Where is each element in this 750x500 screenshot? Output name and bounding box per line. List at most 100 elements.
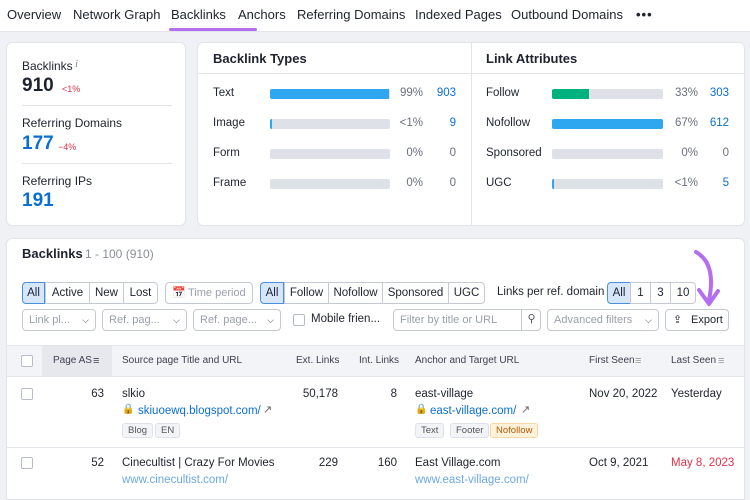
filter-type-new[interactable]: New bbox=[89, 282, 124, 304]
first-seen-value: Oct 9, 2021 bbox=[589, 457, 649, 469]
filter-attr-sponsored[interactable]: Sponsored bbox=[382, 282, 449, 304]
row-label: UGC bbox=[486, 177, 512, 189]
annotation-arrow-icon bbox=[694, 250, 720, 306]
tab-outbound-domains[interactable]: Outbound Domains bbox=[511, 7, 624, 22]
target-url-link[interactable]: east-village.com/ bbox=[430, 405, 517, 417]
row-count: 0 bbox=[722, 147, 729, 159]
more-tabs-icon[interactable]: ••• bbox=[636, 7, 653, 22]
sort-icon[interactable]: ≡ bbox=[93, 355, 100, 367]
per-domain-3[interactable]: 3 bbox=[650, 282, 671, 304]
referring-domains-label: Referring Domains bbox=[22, 116, 123, 130]
col-last-seen[interactable]: Last Seen bbox=[671, 355, 717, 366]
row-checkbox[interactable] bbox=[21, 388, 33, 400]
search-placeholder: Filter by title or URL bbox=[400, 314, 498, 326]
col-source-page[interactable]: Source page Title and URL bbox=[122, 355, 243, 366]
col-anchor-target[interactable]: Anchor and Target URL bbox=[415, 355, 520, 366]
referring-domains-value[interactable]: 177 bbox=[22, 133, 54, 154]
time-period-picker[interactable]: 📅 Time period bbox=[165, 282, 253, 304]
tab-backlinks[interactable]: Backlinks bbox=[171, 7, 226, 22]
progress-bar bbox=[552, 119, 663, 129]
filter-type-active[interactable]: Active bbox=[45, 282, 90, 304]
row-percent: <1% bbox=[674, 177, 698, 189]
row-count[interactable]: 612 bbox=[709, 117, 729, 129]
mobile-friendly-label: Mobile frien... bbox=[311, 313, 381, 325]
tab-referring-domains[interactable]: Referring Domains bbox=[297, 7, 406, 22]
referring-ips-label: Referring IPs bbox=[22, 174, 93, 188]
row-percent: 0% bbox=[406, 177, 423, 189]
source-url-link[interactable]: www.cinecultist.com/ bbox=[122, 474, 229, 486]
active-tab-underline bbox=[169, 28, 257, 31]
sort-icon[interactable]: ≡ bbox=[635, 355, 642, 367]
target-url-link[interactable]: www.east-village.com/ bbox=[415, 474, 529, 486]
calendar-icon: 📅 bbox=[172, 287, 186, 299]
progress-fill bbox=[552, 119, 663, 129]
table-title: Backlinks bbox=[22, 246, 83, 261]
chevron-down-icon: ⌵ bbox=[82, 315, 89, 325]
chevron-down-icon: ⌵ bbox=[645, 315, 652, 325]
col-int-links[interactable]: Int. Links bbox=[359, 355, 400, 366]
advanced-filters-dropdown[interactable]: Advanced filters ⌵ bbox=[547, 309, 659, 331]
info-icon[interactable]: i bbox=[75, 58, 79, 70]
external-link-icon[interactable]: ↗ bbox=[263, 404, 273, 416]
tab-network-graph[interactable]: Network Graph bbox=[73, 7, 161, 22]
tab-overview[interactable]: Overview bbox=[7, 7, 62, 22]
mobile-friendly-checkbox[interactable] bbox=[293, 314, 305, 326]
select-all-checkbox[interactable] bbox=[21, 355, 33, 367]
search-icon[interactable]: ⚲ bbox=[521, 309, 541, 331]
row-checkbox[interactable] bbox=[21, 457, 33, 469]
export-label: Export bbox=[691, 314, 723, 326]
int-links-value: 8 bbox=[390, 388, 397, 400]
ref-page-text: Ref. page... bbox=[200, 314, 257, 326]
per-domain-10[interactable]: 10 bbox=[670, 282, 696, 304]
progress-bar bbox=[270, 119, 390, 129]
progress-bar bbox=[270, 89, 390, 99]
ref-page-dropdown-1[interactable]: Ref. pag... ⌵ bbox=[102, 309, 187, 331]
row-count[interactable]: 303 bbox=[709, 87, 729, 99]
progress-bar bbox=[552, 179, 663, 189]
per-domain-1[interactable]: 1 bbox=[630, 282, 651, 304]
col-ext-links[interactable]: Ext. Links bbox=[296, 355, 340, 366]
divider bbox=[22, 163, 172, 164]
row-count[interactable]: 9 bbox=[449, 117, 456, 129]
row-label: Image bbox=[213, 117, 245, 129]
filter-attr-ugc[interactable]: UGC bbox=[448, 282, 485, 304]
row-label: Follow bbox=[486, 87, 520, 99]
filter-type-lost[interactable]: Lost bbox=[123, 282, 158, 304]
tag-blog: Blog bbox=[122, 423, 154, 438]
source-url-link[interactable]: skiuoewq.blogspot.com/ bbox=[138, 405, 261, 417]
referring-ips-value[interactable]: 191 bbox=[22, 190, 54, 211]
col-page-as[interactable]: Page AS bbox=[53, 355, 92, 366]
sort-icon[interactable]: ≡ bbox=[718, 355, 725, 367]
filter-attr-follow[interactable]: Follow bbox=[284, 282, 329, 304]
row-divider bbox=[7, 447, 744, 448]
per-domain-all[interactable]: All bbox=[607, 282, 631, 304]
link-placement-dropdown[interactable]: Link pl... ⌵ bbox=[22, 309, 96, 331]
row-label: Form bbox=[213, 147, 240, 159]
referring-domains-delta: −4% bbox=[58, 142, 77, 152]
ref-page-dropdown-2[interactable]: Ref. page... ⌵ bbox=[193, 309, 281, 331]
table-header bbox=[7, 345, 744, 377]
row-percent: 67% bbox=[674, 117, 698, 129]
tab-anchors[interactable]: Anchors bbox=[238, 7, 286, 22]
row-count[interactable]: 903 bbox=[436, 87, 456, 99]
lock-icon: 🔒 bbox=[415, 404, 428, 415]
anchor-text: East Village.com bbox=[415, 457, 501, 469]
progress-bar bbox=[552, 89, 663, 99]
sorted-column-bg bbox=[42, 346, 112, 376]
last-seen-value: Yesterday bbox=[671, 388, 722, 400]
filter-type-all[interactable]: All bbox=[22, 282, 45, 304]
ext-links-value: 229 bbox=[318, 457, 338, 469]
filter-attr-nofollow[interactable]: Nofollow bbox=[328, 282, 383, 304]
filter-attr-all[interactable]: All bbox=[260, 282, 284, 304]
progress-bar bbox=[552, 149, 663, 159]
col-first-seen[interactable]: First Seen bbox=[589, 355, 635, 366]
tab-indexed-pages[interactable]: Indexed Pages bbox=[415, 7, 502, 22]
search-input[interactable]: Filter by title or URL ⚲ bbox=[393, 309, 541, 331]
tag-language: EN bbox=[155, 423, 181, 438]
export-button[interactable]: ⇪ Export bbox=[665, 309, 729, 331]
ext-links-value: 50,178 bbox=[302, 388, 338, 400]
advanced-filters-text: Advanced filters bbox=[554, 314, 633, 326]
row-count[interactable]: 5 bbox=[722, 177, 729, 189]
backlinks-value[interactable]: 910 bbox=[22, 75, 54, 96]
external-link-icon[interactable]: ↗ bbox=[521, 404, 531, 416]
